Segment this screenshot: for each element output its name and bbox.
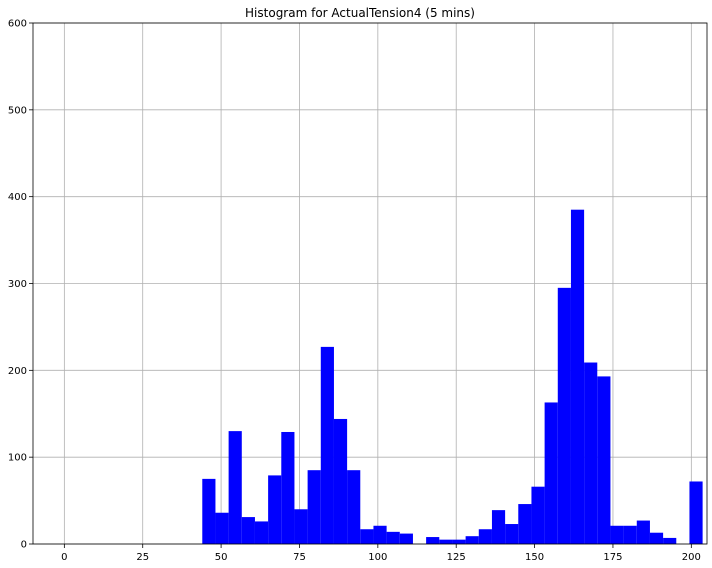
grid-lines: [33, 22, 707, 545]
y-tick-label: 500: [8, 105, 27, 116]
histogram-bar: [584, 362, 598, 544]
x-tick-label: 100: [368, 552, 387, 563]
x-tick-label: 175: [603, 552, 622, 563]
x-tick-label: 200: [682, 552, 701, 563]
histogram-bar: [268, 475, 282, 544]
histogram-bar: [439, 539, 453, 544]
histogram-bar: [610, 525, 624, 544]
histogram-bar: [505, 524, 519, 544]
histogram-bar: [663, 537, 677, 544]
x-axis-ticks: 0 25 50 75 100 125 150 175 200: [61, 544, 701, 563]
histogram-bar: [452, 539, 466, 544]
histogram-bar: [689, 481, 703, 544]
y-tick-label: 100: [8, 453, 27, 464]
x-tick-label: 50: [215, 552, 228, 563]
histogram-bars: [202, 209, 703, 545]
histogram-bar: [570, 209, 585, 545]
histogram-bar: [597, 376, 611, 544]
histogram-bar: [636, 520, 650, 544]
x-tick-label: 75: [293, 552, 306, 563]
x-tick-label: 125: [447, 552, 466, 563]
histogram-bar: [360, 529, 374, 544]
histogram-bar: [281, 431, 295, 544]
histogram-bar: [544, 402, 558, 544]
y-tick-label: 400: [8, 192, 27, 203]
histogram-bar: [347, 470, 361, 544]
histogram-bar: [373, 525, 387, 544]
histogram-bar: [241, 517, 255, 544]
histogram-bar: [399, 533, 413, 544]
histogram-bar: [202, 478, 216, 544]
y-tick-label: 300: [8, 279, 27, 290]
histogram-bar: [478, 529, 492, 544]
histogram-bar: [228, 431, 242, 544]
y-tick-label: 200: [8, 366, 27, 377]
histogram-bar: [215, 512, 229, 544]
histogram-bar: [531, 486, 545, 544]
y-tick-label: 600: [8, 19, 27, 30]
histogram-bar: [518, 504, 532, 544]
histogram-bar: [386, 531, 400, 544]
histogram-bar: [320, 346, 334, 544]
y-tick-label: 0: [21, 540, 27, 551]
histogram-bar: [294, 509, 308, 544]
chart-title: Histogram for ActualTension4 (5 mins): [245, 6, 475, 20]
histogram-bar: [623, 525, 637, 544]
histogram-bar: [333, 418, 348, 544]
histogram-bar: [307, 470, 321, 544]
y-axis-ticks: 0 100 200 300 400 500 600: [8, 19, 33, 551]
x-tick-label: 25: [136, 552, 149, 563]
histogram-bar: [649, 532, 664, 544]
histogram-bar: [557, 287, 571, 544]
histogram-bar: [254, 521, 269, 544]
histogram-bar: [465, 536, 479, 544]
histogram-bar: [491, 510, 506, 544]
histogram-bar: [426, 537, 440, 544]
x-tick-label: 150: [525, 552, 544, 563]
x-tick-label: 0: [61, 552, 67, 563]
